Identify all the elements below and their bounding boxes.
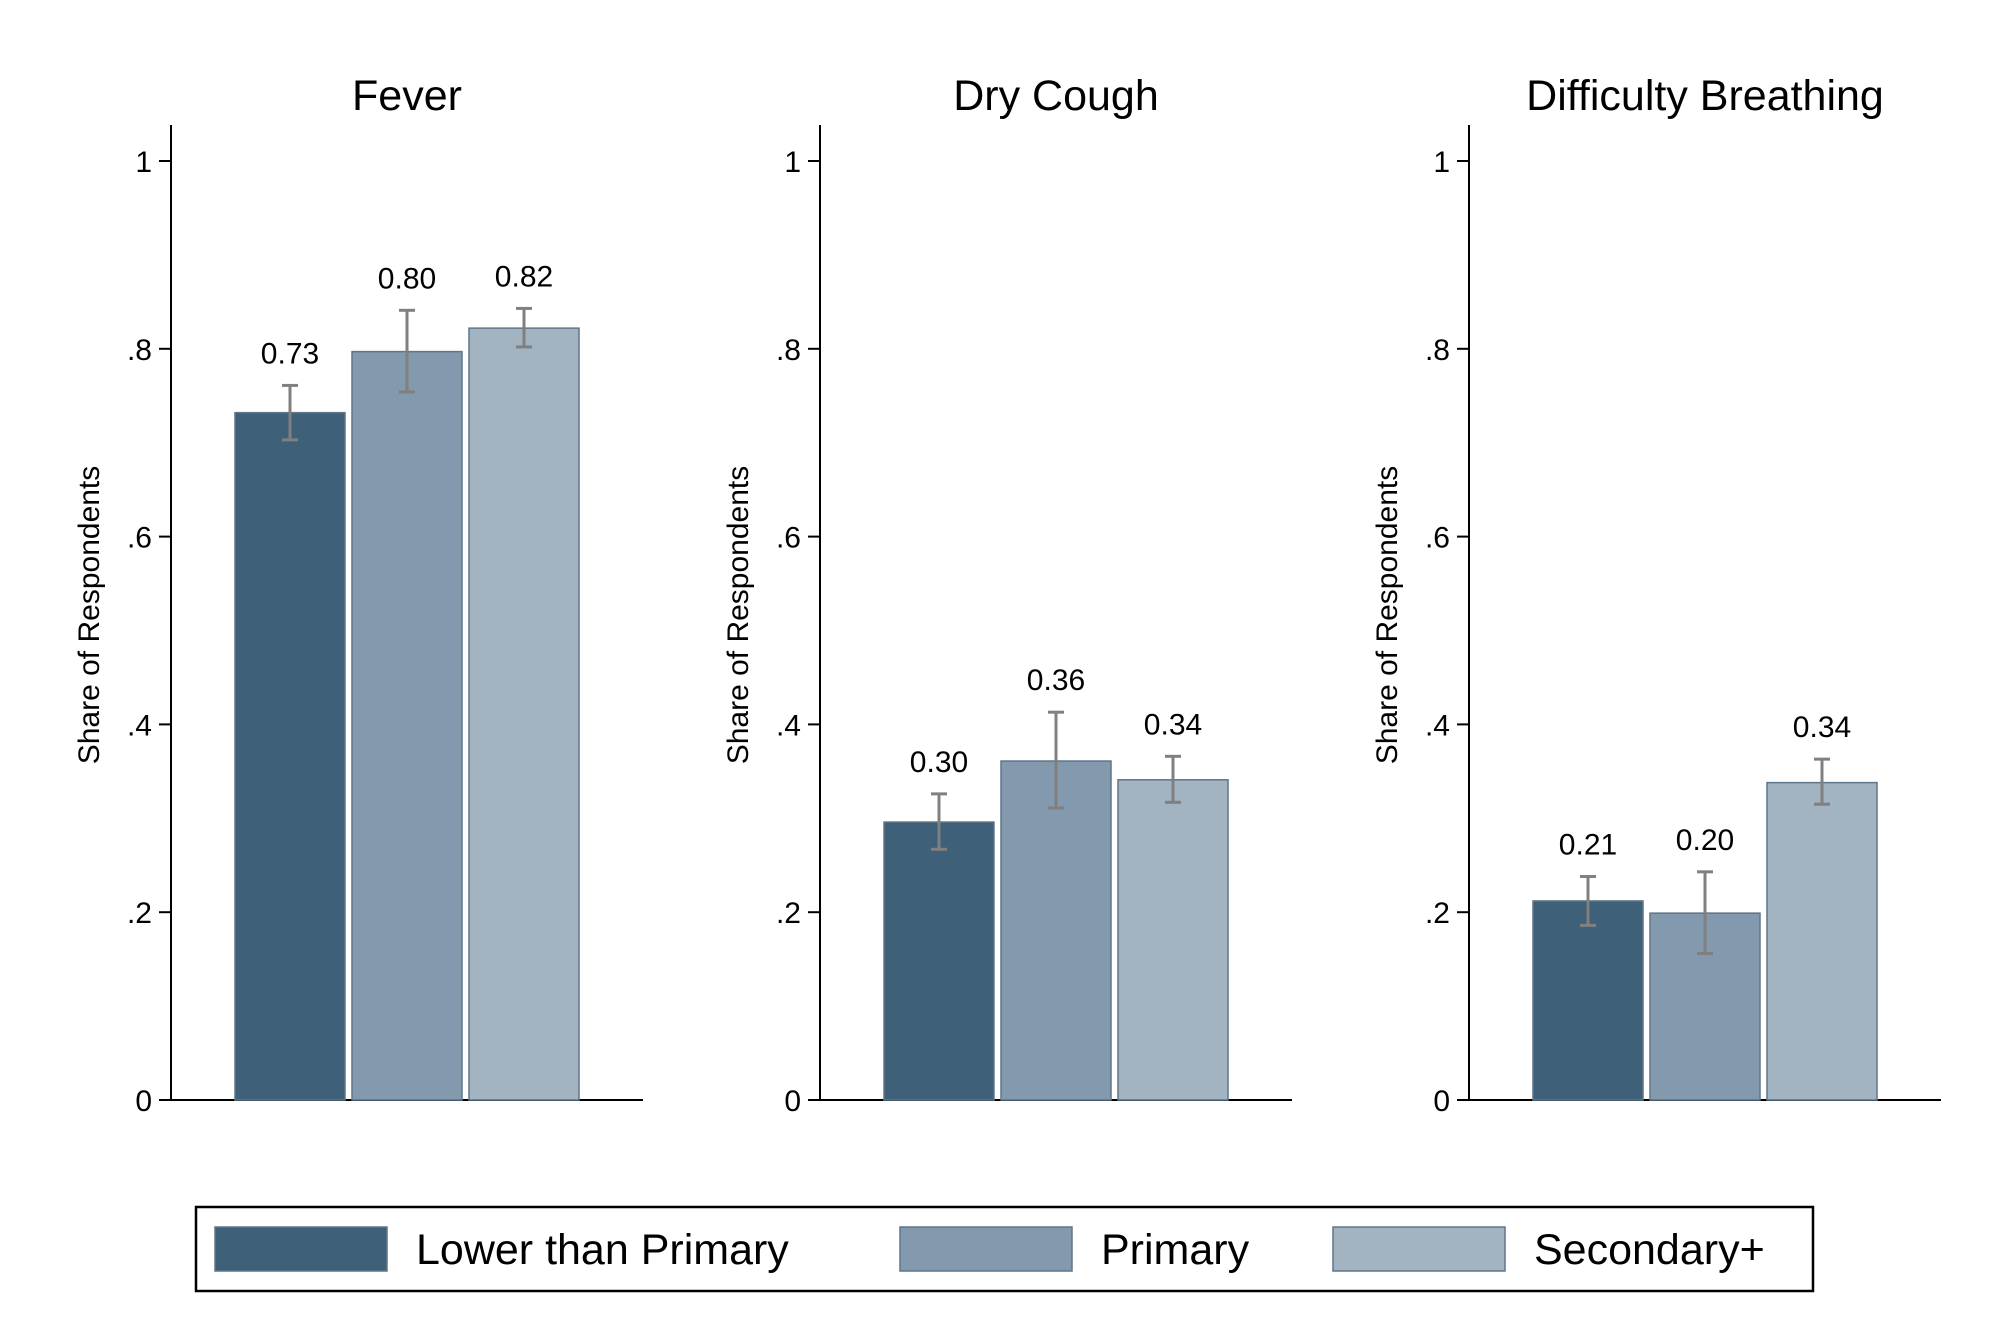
bar xyxy=(1532,900,1644,1101)
y-tick-label: .4 xyxy=(1425,709,1450,742)
legend-label: Lower than Primary xyxy=(416,1226,789,1274)
legend-label: Secondary+ xyxy=(1534,1226,1765,1274)
y-tick-label: .8 xyxy=(1425,334,1450,367)
y-tick-label: .6 xyxy=(776,522,801,555)
bar xyxy=(234,411,346,1101)
y-tick-label: .4 xyxy=(127,709,152,742)
y-tick-label: 1 xyxy=(784,146,801,179)
panel-title: Dry Cough xyxy=(953,72,1159,120)
bar xyxy=(883,821,995,1101)
y-tick-label: 0 xyxy=(784,1085,801,1118)
bar xyxy=(1000,760,1112,1101)
data-label: 0.21 xyxy=(1559,829,1617,862)
y-axis-title: Share of Respondents xyxy=(73,466,106,765)
y-axis-title: Share of Respondents xyxy=(722,466,755,765)
data-label: 0.34 xyxy=(1144,708,1202,741)
panel-title: Fever xyxy=(352,72,462,120)
y-tick-label: .6 xyxy=(1425,522,1450,555)
y-tick-label: .2 xyxy=(1425,897,1450,930)
y-tick-label: .8 xyxy=(776,334,801,367)
data-label: 0.36 xyxy=(1027,664,1085,697)
data-label: 0.34 xyxy=(1793,711,1851,744)
bar xyxy=(351,350,463,1101)
data-label: 0.73 xyxy=(261,337,319,370)
y-tick-label: .8 xyxy=(127,334,152,367)
legend-swatch xyxy=(899,1226,1073,1272)
legend-swatch xyxy=(1332,1226,1506,1272)
bar xyxy=(1766,781,1878,1101)
y-tick-label: 0 xyxy=(135,1085,152,1118)
data-label: 0.30 xyxy=(910,746,968,779)
data-label: 0.80 xyxy=(378,262,436,295)
y-axis-title: Share of Respondents xyxy=(1371,466,1404,765)
legend-swatch xyxy=(214,1226,388,1272)
y-tick-label: 1 xyxy=(135,146,152,179)
bar xyxy=(1117,779,1229,1101)
y-tick-label: 1 xyxy=(1433,146,1450,179)
y-tick-label: .6 xyxy=(127,522,152,555)
bar xyxy=(468,327,580,1101)
y-tick-label: .4 xyxy=(776,709,801,742)
panel-title: Difficulty Breathing xyxy=(1526,72,1884,120)
legend-label: Primary xyxy=(1101,1226,1250,1274)
data-label: 0.82 xyxy=(495,260,553,293)
y-tick-label: .2 xyxy=(127,897,152,930)
y-tick-label: 0 xyxy=(1433,1085,1450,1118)
data-label: 0.20 xyxy=(1676,824,1734,857)
y-tick-label: .2 xyxy=(776,897,801,930)
